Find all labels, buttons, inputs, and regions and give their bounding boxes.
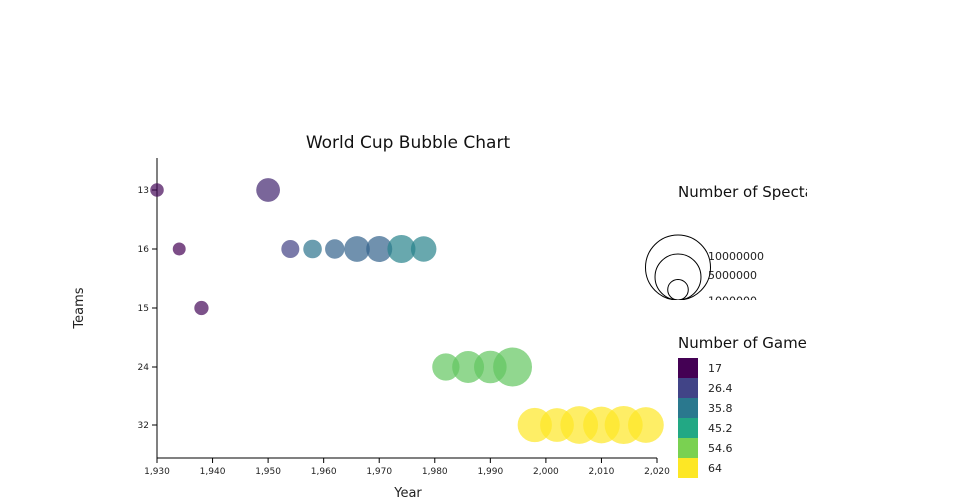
x-tick-label: 1,970 bbox=[366, 467, 392, 477]
y-axis-title: Teams bbox=[72, 287, 87, 329]
bubble-point[interactable] bbox=[281, 239, 300, 259]
y-tick-label: 32 bbox=[138, 421, 149, 431]
size-legend: Number of Spectators 1000000 5000000 10000… bbox=[645, 183, 843, 307]
bubble-point[interactable] bbox=[344, 236, 370, 262]
x-tick-label: 1,980 bbox=[422, 467, 448, 477]
axes: 1,930 1,940 1,950 1,960 1,970 1,980 1,990 2,000… bbox=[138, 158, 670, 477]
bubble-point[interactable] bbox=[432, 353, 460, 381]
x-tick-label: 2,010 bbox=[589, 467, 615, 477]
color-legend-title: Number of Games bbox=[678, 334, 815, 352]
size-legend-circle bbox=[654, 253, 702, 300]
size-legend-label: 10000000 bbox=[708, 250, 764, 263]
size-legend-label: 1000000 bbox=[708, 294, 757, 307]
x-tick-label: 2,000 bbox=[533, 467, 559, 477]
color-legend-label: 64 bbox=[708, 462, 722, 475]
y-tick-label: 16 bbox=[138, 245, 150, 255]
color-legend-swatch bbox=[678, 438, 698, 458]
bubble-point[interactable] bbox=[150, 183, 164, 197]
bubble-point[interactable] bbox=[303, 239, 322, 259]
bubble-point[interactable] bbox=[325, 239, 345, 259]
chart-title: World Cup Bubble Chart bbox=[306, 133, 511, 153]
color-legend-swatch bbox=[678, 458, 698, 478]
bubble-point[interactable] bbox=[387, 234, 416, 264]
y-tick-label: 15 bbox=[138, 304, 149, 314]
x-tick-label: 1,940 bbox=[200, 467, 226, 477]
size-legend-circle bbox=[645, 234, 711, 300]
size-legend-title: Number of Spectators bbox=[678, 183, 843, 201]
bubble-point[interactable] bbox=[452, 351, 485, 383]
bubble-point[interactable] bbox=[410, 236, 437, 262]
x-tick-label: 1,930 bbox=[144, 467, 170, 477]
color-legend-swatch bbox=[678, 418, 698, 438]
bubble-point[interactable] bbox=[172, 242, 186, 256]
x-tick-label: 1,950 bbox=[255, 467, 281, 477]
color-legend: Number of Games 17 26.4 35.8 45.2 54.6 64 bbox=[678, 334, 815, 478]
bubble-point[interactable] bbox=[366, 235, 393, 263]
size-legend-circle bbox=[667, 278, 689, 300]
x-tick-label: 1,990 bbox=[477, 467, 503, 477]
y-tick-label: 24 bbox=[138, 363, 150, 373]
color-legend-label: 26.4 bbox=[708, 382, 733, 395]
size-legend-label: 5000000 bbox=[708, 269, 757, 282]
color-legend-swatch bbox=[678, 358, 698, 378]
x-axis-title: Year bbox=[393, 486, 422, 500]
bubble-point[interactable] bbox=[493, 347, 533, 387]
bubble-layer bbox=[150, 178, 664, 445]
bubble-point[interactable] bbox=[627, 407, 664, 443]
color-legend-label: 17 bbox=[708, 362, 722, 375]
x-tick-label: 1,960 bbox=[311, 467, 337, 477]
color-legend-swatch bbox=[678, 378, 698, 398]
color-legend-label: 54.6 bbox=[708, 442, 733, 455]
color-legend-swatch bbox=[678, 398, 698, 418]
x-tick-label: 2,020 bbox=[644, 467, 670, 477]
color-legend-label: 45.2 bbox=[708, 422, 733, 435]
bubble-point[interactable] bbox=[256, 178, 280, 202]
y-tick-label: 13 bbox=[138, 186, 149, 196]
bubble-point[interactable] bbox=[194, 300, 209, 316]
color-legend-label: 35.8 bbox=[708, 402, 733, 415]
